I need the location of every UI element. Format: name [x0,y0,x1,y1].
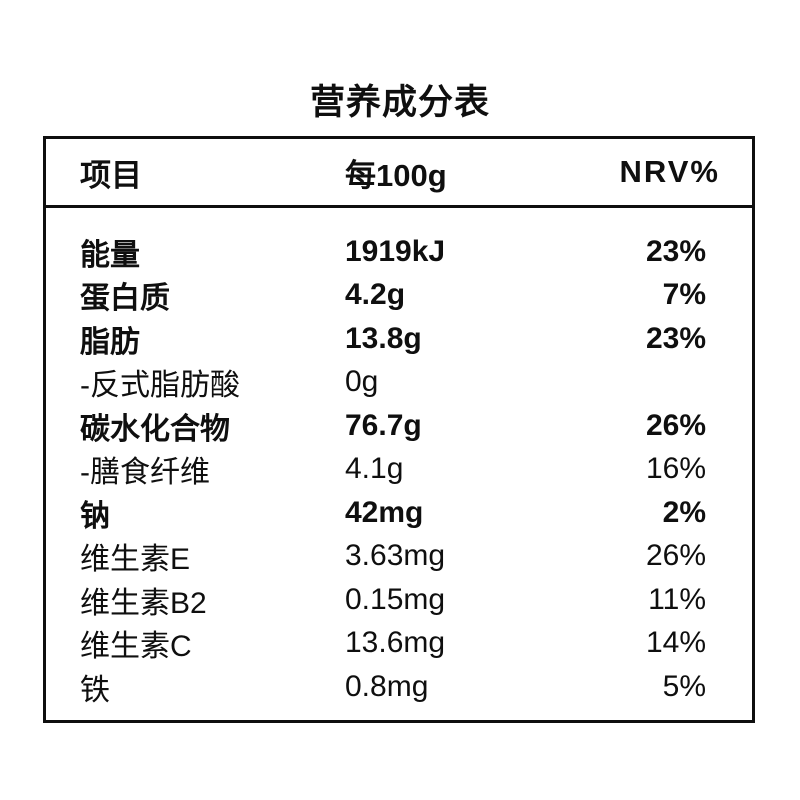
nutrient-nrv-percent: 7% [662,278,706,312]
nutrient-amount: 42mg [345,495,424,529]
nutrient-name: 维生素E [80,543,191,577]
nutrient-amount: 13.8g [345,321,422,355]
nutrient-nrv-percent: 2% [662,495,706,529]
nutrient-name: 碳水化合物 [80,412,230,446]
nutrient-name: 维生素C [80,630,192,664]
nutrient-amount: 0g [345,365,379,399]
table-row: 碳水化合物 76.7g 26% [80,404,706,448]
table-row: 脂肪 13.8g 23% [80,317,706,361]
nutrient-amount: 4.1g [345,452,404,486]
nutrient-amount: 3.63mg [345,539,446,573]
nutrient-amount: 76.7g [345,408,422,442]
table-row: 维生素B2 0.15mg 11% [80,578,706,622]
table-row: 维生素C 13.6mg 14% [80,622,706,666]
nutrient-amount: 0.15mg [345,582,446,616]
nutrient-name: 能量 [80,238,140,272]
nutrient-nrv-percent: 11% [648,582,706,616]
header-nrv-percent: NRV% [619,154,720,189]
nutrient-nrv-percent: 16% [645,452,706,486]
nutrient-nrv-percent: 23% [645,234,706,268]
nutrient-name: 脂肪 [80,325,140,359]
nutrient-nrv-percent: 26% [645,408,706,442]
header-per-100g: 每100g [345,157,447,193]
nutrient-name: -膳食纤维 [80,456,210,490]
table-row: -反式脂肪酸 0g [80,361,706,405]
nutrient-amount: 0.8mg [345,669,429,703]
table-header-row: 项目 每100g NRV% [46,139,752,208]
nutrient-name: 蛋白质 [80,282,170,316]
nutrient-amount: 1919kJ [345,234,446,268]
header-item: 项目 [80,157,142,193]
nutrient-nrv-percent: 26% [645,539,706,573]
nutrient-nrv-percent: 5% [662,669,706,703]
page-title: 营养成分表 [309,83,490,122]
table-row: 能量 1919kJ 23% [80,230,706,274]
nutrition-facts-table: 项目 每100g NRV% 能量 1919kJ 23% 蛋白质 4.2g 7% … [43,136,755,723]
table-row: 铁 0.8mg 5% [80,665,706,709]
nutrient-nrv-percent: 14% [645,626,706,660]
nutrient-name: 维生素B2 [80,586,207,620]
nutrient-name: 铁 [80,673,110,707]
table-row: 钠 42mg 2% [80,491,706,535]
table-row: -膳食纤维 4.1g 16% [80,448,706,492]
table-body: 能量 1919kJ 23% 蛋白质 4.2g 7% 脂肪 13.8g 23% -… [46,208,752,720]
table-row: 蛋白质 4.2g 7% [80,274,706,318]
nutrient-nrv-percent: 23% [645,321,706,355]
nutrient-name: 钠 [80,499,110,533]
nutrient-amount: 4.2g [345,278,406,312]
table-row: 维生素E 3.63mg 26% [80,535,706,579]
nutrient-name: -反式脂肪酸 [80,369,240,403]
nutrient-amount: 13.6mg [345,626,446,660]
